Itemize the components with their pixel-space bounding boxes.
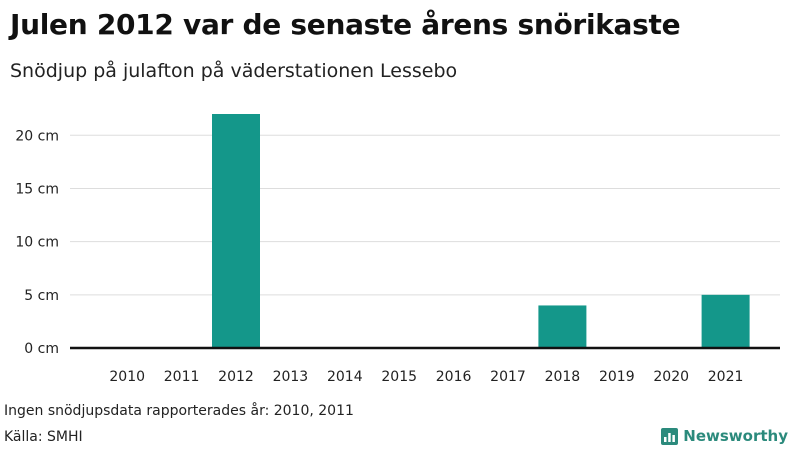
chart-subtitle: Snödjup på julafton på väderstationen Le… — [10, 60, 458, 82]
source-note: Källa: SMHI — [4, 429, 83, 445]
x-tick-label: 2019 — [599, 369, 635, 385]
x-tick-label: 2014 — [327, 369, 363, 385]
x-tick-label: 2010 — [109, 369, 145, 385]
x-tick-label: 2016 — [436, 369, 472, 385]
x-tick-label: 2012 — [218, 369, 254, 385]
bar — [538, 305, 587, 348]
x-tick-label: 2020 — [653, 369, 689, 385]
brand-name: Newsworthy — [683, 427, 788, 445]
x-tick-label: 2013 — [273, 369, 309, 385]
chart-title: Julen 2012 var de senaste årens snörikas… — [10, 8, 681, 41]
y-tick-label: 20 cm — [15, 128, 59, 144]
x-tick-label: 2021 — [708, 369, 744, 385]
x-tick-label: 2018 — [545, 369, 581, 385]
x-tick-label: 2011 — [164, 369, 200, 385]
brand-logo[interactable]: Newsworthy — [661, 427, 788, 445]
y-tick-label: 0 cm — [24, 341, 59, 357]
x-tick-label: 2017 — [490, 369, 526, 385]
missing-data-note: Ingen snödjupsdata rapporterades år: 201… — [4, 403, 354, 419]
bar — [212, 114, 260, 348]
bar — [701, 294, 750, 348]
x-tick-label: 2015 — [381, 369, 417, 385]
bar-chart-logo-icon — [661, 427, 679, 445]
bar-chart: 0 cm 5 cm 10 cm 15 cm 20 cm 2010 2011 2012 2013 2… — [15, 114, 780, 385]
y-tick-label: 15 cm — [15, 181, 59, 197]
y-tick-label: 10 cm — [15, 235, 59, 251]
y-tick-label: 5 cm — [24, 288, 59, 304]
